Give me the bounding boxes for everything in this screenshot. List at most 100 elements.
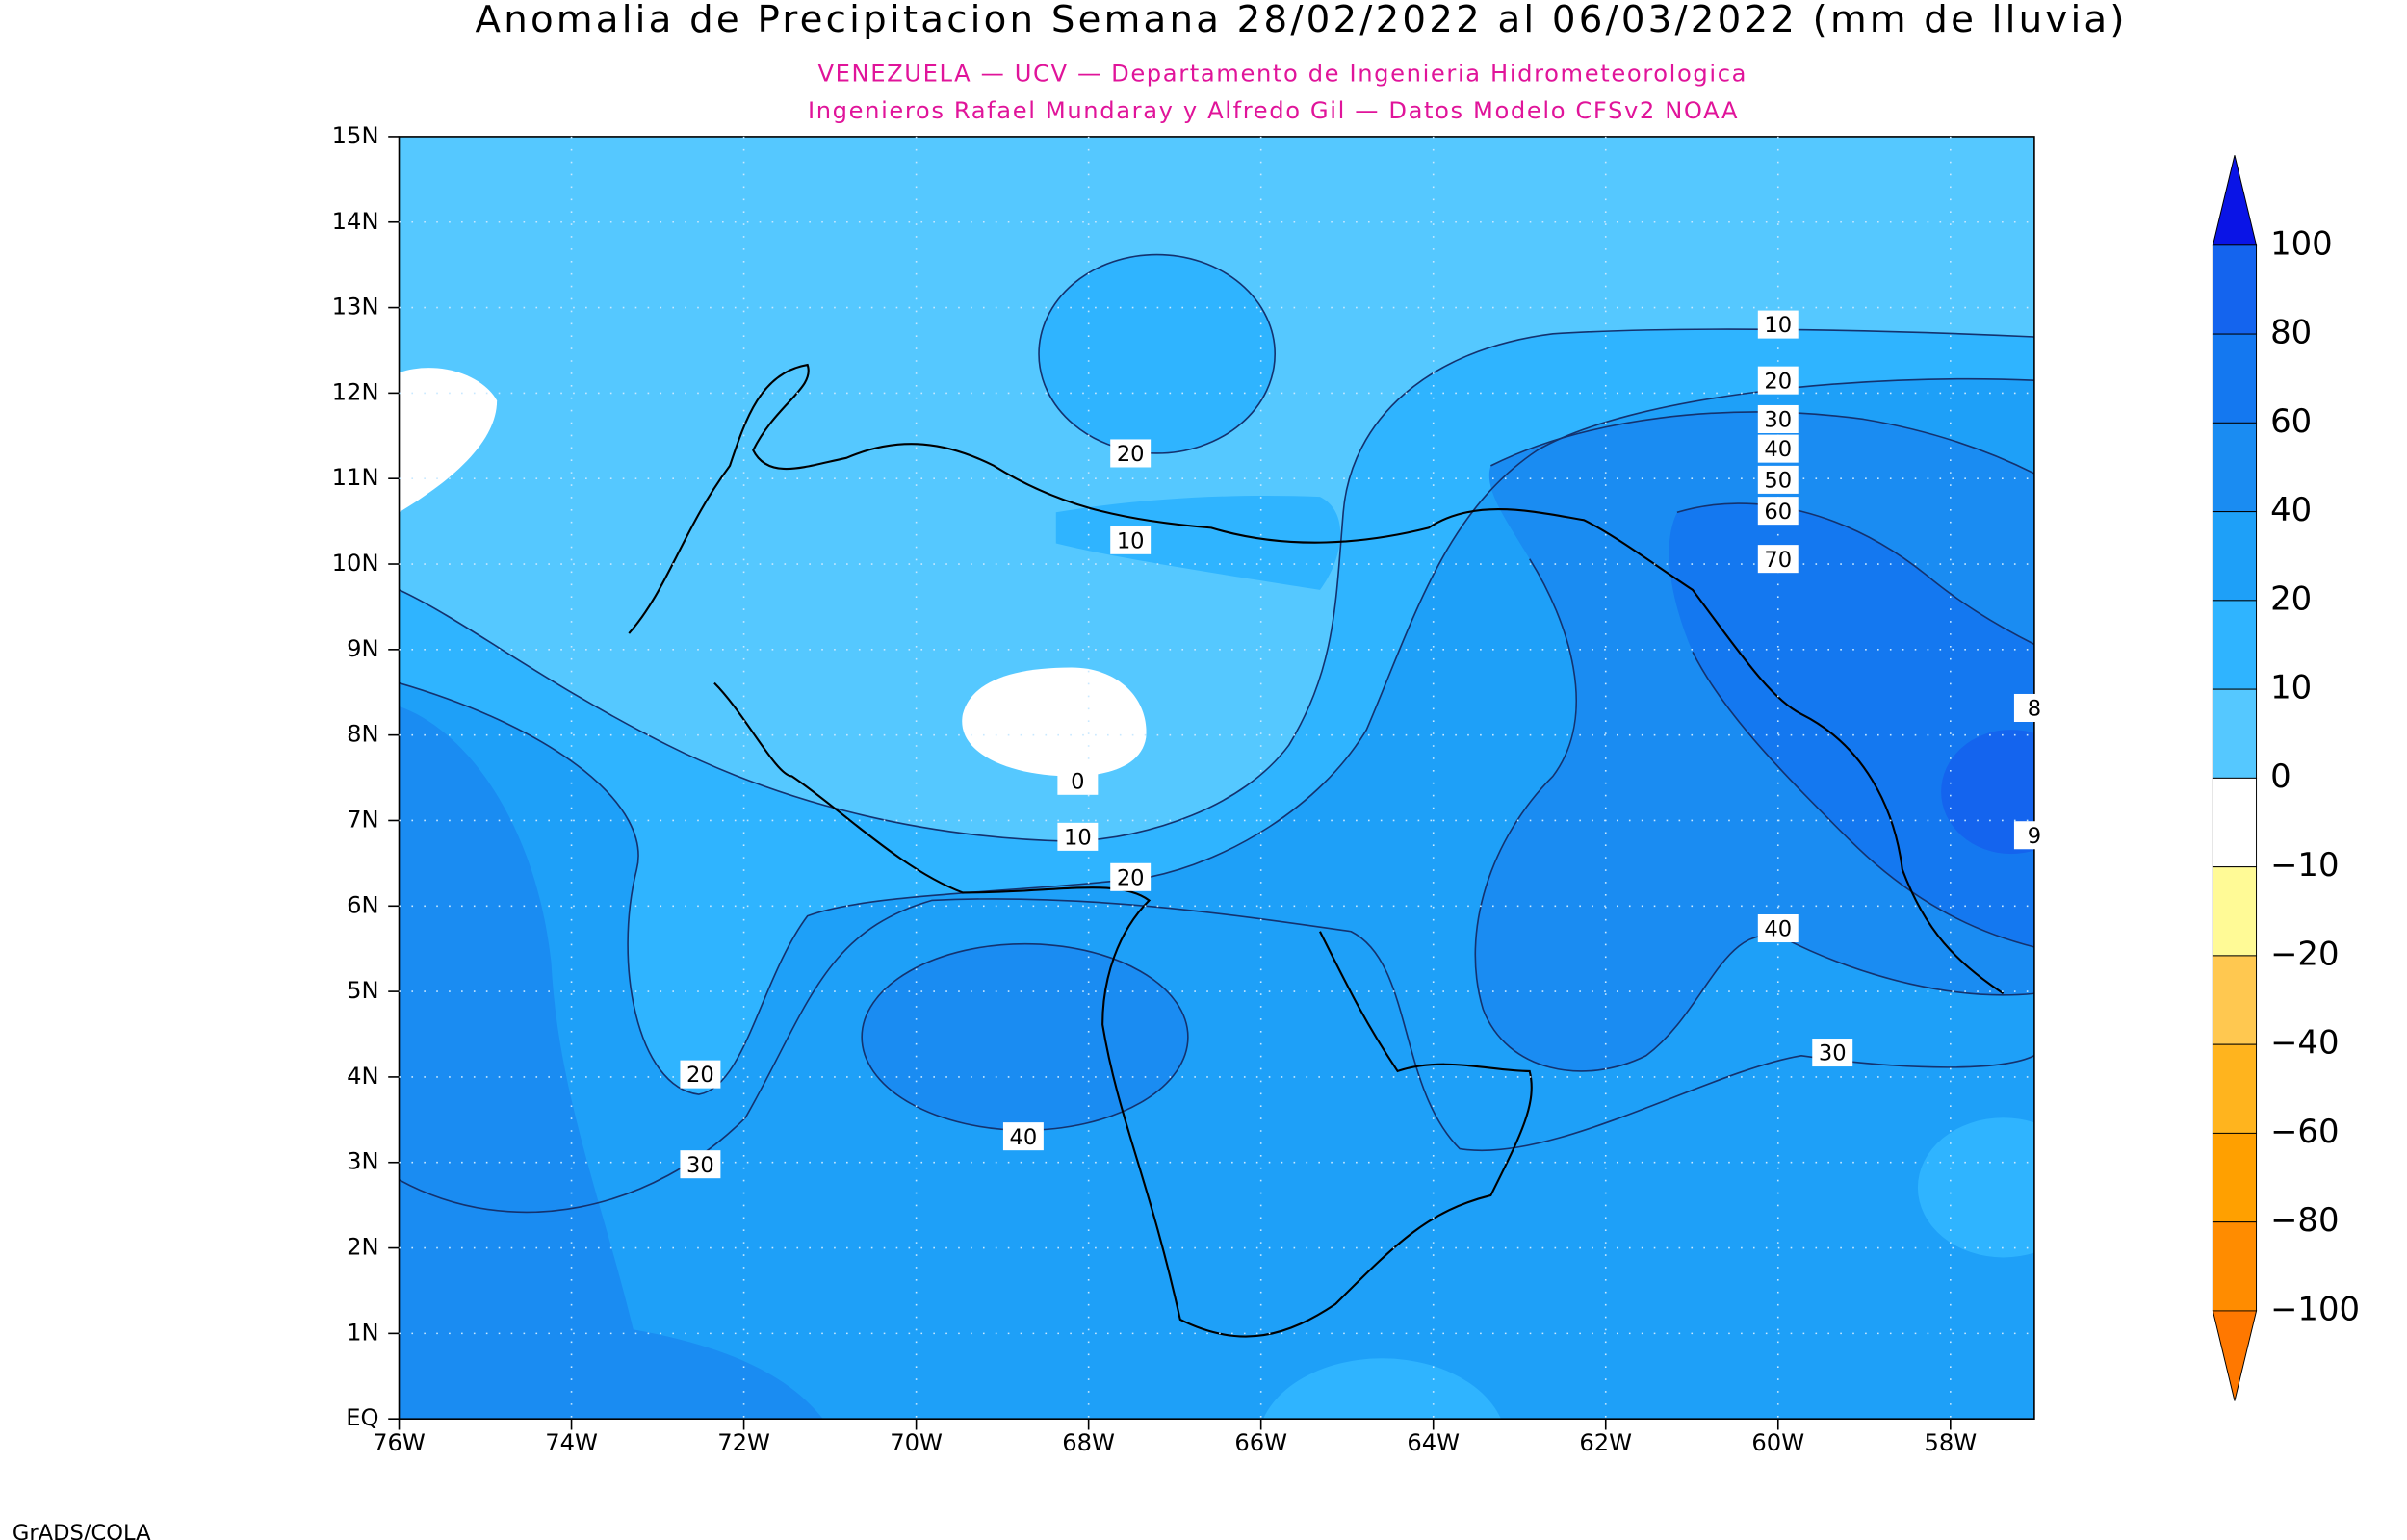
lon-label: 74W	[545, 1429, 598, 1456]
border	[713, 681, 1533, 1338]
contour-label-box	[1757, 366, 1799, 395]
colorbar-label: 100	[2270, 224, 2333, 262]
contour-line	[399, 898, 2034, 1214]
lat-label: 12N	[332, 378, 379, 405]
contour-label: 20	[1117, 442, 1145, 467]
lat-label: 5N	[347, 977, 378, 1004]
contour-label: 20	[686, 1063, 714, 1088]
contour-line	[1474, 411, 2034, 1072]
contour-label-box	[1757, 545, 1799, 574]
lat-label: 4N	[347, 1063, 378, 1090]
contour-label: 10	[1764, 313, 1792, 338]
lat-label: 7N	[347, 806, 378, 833]
colorbar-swatch	[2212, 600, 2258, 690]
contour-label-box	[1057, 766, 1099, 795]
lon-label: 76W	[373, 1429, 426, 1456]
colorbar-cap	[2212, 155, 2258, 246]
lon-label: 68W	[1062, 1429, 1115, 1456]
colorbar-label: −60	[2270, 1113, 2339, 1150]
field-40-60	[862, 943, 1188, 1131]
map-frame	[398, 136, 2035, 1420]
lat-label: 10N	[332, 550, 379, 577]
contour-label-box	[2013, 693, 2055, 722]
lon-label: 66W	[1234, 1429, 1287, 1456]
contour-label-box	[2013, 821, 2055, 850]
colorbar-swatch	[2212, 244, 2258, 335]
colorbar-swatch	[2212, 422, 2258, 513]
colorbar-swatch	[2212, 333, 2258, 424]
lon-label: 64W	[1407, 1429, 1460, 1456]
lat-label: 8N	[347, 721, 378, 748]
contour-label: 8	[2028, 697, 2041, 722]
lon-label: 60W	[1751, 1429, 1804, 1456]
colorbar-label: −100	[2270, 1290, 2360, 1327]
contour-line	[399, 328, 2034, 843]
colorbar-swatch	[2212, 1132, 2258, 1223]
contour-label-box	[680, 1150, 721, 1179]
field-0-10	[399, 136, 2034, 842]
contour-label: 60	[1764, 500, 1792, 525]
contour-label: 20	[1764, 369, 1792, 394]
contour-label: 20	[1117, 865, 1145, 890]
map-fill	[399, 136, 2034, 1420]
contour-line	[1676, 502, 2034, 948]
field-80-100	[1941, 730, 2034, 855]
colorbar-swatch	[2212, 866, 2258, 957]
colorbar-label: 10	[2270, 669, 2312, 706]
lon-label: 58W	[1924, 1429, 1977, 1456]
contour-line	[1038, 253, 1276, 454]
colorbar-label: −40	[2270, 1024, 2339, 1062]
lon-label: 70W	[890, 1429, 943, 1456]
contour-label: 30	[1764, 408, 1792, 433]
colorbar-swatch	[2212, 777, 2258, 868]
contour-label-box	[1002, 1122, 1044, 1151]
lat-label: 11N	[332, 464, 379, 491]
lat-label: 15N	[332, 122, 379, 149]
lat-label: 14N	[332, 208, 379, 235]
contour-label: 30	[686, 1153, 714, 1178]
contour-label: 0	[1071, 769, 1084, 794]
contour-label: 70	[1764, 548, 1792, 573]
contour-label-box	[1110, 862, 1152, 891]
field-10-20	[1263, 1358, 1501, 1420]
lat-label: 13N	[332, 294, 379, 321]
subtitle: Ingenieros Rafael Mundaray y Alfredo Gil…	[808, 97, 1739, 124]
footer: GrADS/COLA	[13, 1521, 151, 1540]
colorbar-label: −20	[2270, 935, 2339, 972]
field-40-60	[399, 1303, 823, 1420]
contour-label-box	[1757, 914, 1799, 943]
field-10-20	[1039, 254, 1276, 453]
colorbar-label: 80	[2270, 314, 2312, 351]
colorbar-swatch	[2212, 688, 2258, 779]
colorbar-label: −10	[2270, 846, 2339, 884]
contour-label-box	[1757, 434, 1799, 463]
field-40-60	[399, 706, 653, 1420]
field-minus10-0	[962, 667, 1147, 777]
contour-label-box	[1812, 1039, 1853, 1067]
coastline	[628, 363, 2005, 995]
lat-label: 1N	[347, 1319, 378, 1346]
contour-label: 10	[1064, 825, 1092, 850]
contour-label-box	[680, 1060, 721, 1089]
contour-label-box	[1757, 465, 1799, 494]
colorbar-swatch	[2212, 955, 2258, 1045]
colorbar-label: 40	[2270, 491, 2312, 528]
colorbar-swatch	[2212, 1221, 2258, 1312]
field-60-80	[1669, 503, 2034, 947]
contour-label: 10	[1117, 528, 1145, 553]
colorbar-label: 0	[2270, 757, 2291, 795]
lat-label: 2N	[347, 1234, 378, 1261]
lon-label: 62W	[1579, 1429, 1632, 1456]
subtitle: VENEZUELA — UCV — Departamento de Ingeni…	[817, 60, 1747, 87]
contour-label: 40	[1764, 437, 1792, 462]
colorbar-label: −80	[2270, 1201, 2339, 1239]
contour-label: 40	[1010, 1125, 1038, 1150]
contour-label: 50	[1764, 469, 1792, 494]
field-minus10-0	[399, 368, 498, 513]
colorbar-label: 20	[2270, 579, 2312, 617]
field-10-20	[1917, 1117, 2034, 1258]
contour-label-box	[1757, 497, 1799, 526]
colorbar-swatch	[2212, 511, 2258, 602]
